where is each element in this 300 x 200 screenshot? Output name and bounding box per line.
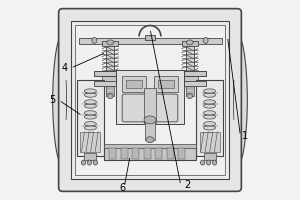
Bar xyxy=(70,21,230,179)
Ellipse shape xyxy=(85,111,96,115)
Bar xyxy=(122,76,146,92)
Bar xyxy=(144,148,151,159)
Ellipse shape xyxy=(204,89,215,93)
Ellipse shape xyxy=(92,37,97,43)
Ellipse shape xyxy=(200,160,205,165)
Ellipse shape xyxy=(85,137,96,141)
Text: 1: 1 xyxy=(242,131,248,141)
Ellipse shape xyxy=(85,126,96,130)
Ellipse shape xyxy=(81,160,86,165)
Ellipse shape xyxy=(204,137,215,141)
Ellipse shape xyxy=(204,115,215,119)
Ellipse shape xyxy=(85,122,96,126)
Ellipse shape xyxy=(212,160,217,165)
Bar xyxy=(121,148,128,159)
Bar xyxy=(182,76,198,84)
Bar xyxy=(182,41,198,46)
Ellipse shape xyxy=(204,133,215,137)
Ellipse shape xyxy=(85,143,96,148)
Ellipse shape xyxy=(85,133,96,137)
Bar xyxy=(145,122,155,140)
Ellipse shape xyxy=(107,94,113,99)
Bar xyxy=(144,88,156,124)
Ellipse shape xyxy=(85,115,96,119)
Bar xyxy=(94,81,206,86)
Bar xyxy=(132,148,139,159)
Bar xyxy=(79,38,221,44)
Ellipse shape xyxy=(224,30,247,170)
Bar xyxy=(106,82,114,96)
FancyBboxPatch shape xyxy=(122,94,178,122)
Bar xyxy=(186,44,194,76)
Ellipse shape xyxy=(204,104,215,108)
Ellipse shape xyxy=(204,126,215,130)
Ellipse shape xyxy=(85,89,96,93)
Bar xyxy=(74,25,226,175)
FancyBboxPatch shape xyxy=(58,9,242,191)
Ellipse shape xyxy=(204,100,215,104)
Ellipse shape xyxy=(204,93,215,97)
Ellipse shape xyxy=(144,116,156,124)
Ellipse shape xyxy=(93,160,98,165)
Bar xyxy=(116,70,184,124)
Bar xyxy=(104,147,196,160)
Text: 4: 4 xyxy=(61,63,68,73)
Bar xyxy=(186,82,194,96)
Bar xyxy=(102,76,118,84)
Ellipse shape xyxy=(85,100,96,104)
Bar xyxy=(85,153,96,160)
Bar xyxy=(155,148,162,159)
Ellipse shape xyxy=(204,111,215,115)
Ellipse shape xyxy=(85,104,96,108)
Text: 5: 5 xyxy=(50,95,56,105)
Ellipse shape xyxy=(204,147,215,152)
Bar xyxy=(104,144,196,148)
Bar xyxy=(94,71,206,76)
Ellipse shape xyxy=(85,93,96,97)
Bar xyxy=(76,80,104,156)
Bar xyxy=(126,80,142,88)
Ellipse shape xyxy=(203,37,208,43)
Ellipse shape xyxy=(204,122,215,126)
Bar xyxy=(196,80,224,156)
Ellipse shape xyxy=(85,147,96,152)
Ellipse shape xyxy=(187,94,193,99)
Bar xyxy=(102,41,118,46)
Ellipse shape xyxy=(204,143,215,148)
Bar xyxy=(80,132,100,152)
Ellipse shape xyxy=(107,40,114,45)
Ellipse shape xyxy=(87,160,92,165)
Bar xyxy=(109,148,116,159)
Text: 2: 2 xyxy=(184,180,190,190)
Bar xyxy=(158,80,174,88)
Bar xyxy=(154,76,178,92)
Text: 6: 6 xyxy=(119,183,125,193)
Bar xyxy=(145,35,155,40)
Ellipse shape xyxy=(186,40,193,45)
Bar xyxy=(167,148,174,159)
Ellipse shape xyxy=(146,137,154,143)
Ellipse shape xyxy=(53,30,76,170)
Bar xyxy=(178,148,185,159)
Bar xyxy=(200,132,220,152)
Ellipse shape xyxy=(206,160,211,165)
Bar xyxy=(106,44,114,76)
Bar xyxy=(204,153,215,160)
